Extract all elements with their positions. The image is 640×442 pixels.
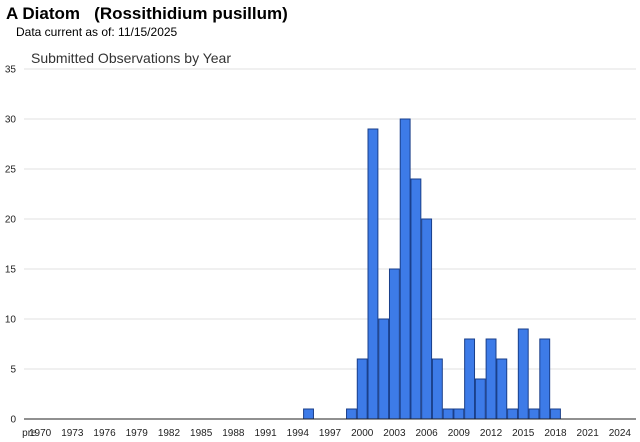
y-tick-label: 15 (5, 265, 17, 276)
bar-2009 (453, 408, 465, 420)
x-tick-label: 2012 (480, 428, 503, 439)
x-tick-label: 1970 (29, 428, 52, 439)
y-tick-label: 5 (10, 365, 16, 376)
bar-2018 (550, 408, 561, 420)
bar-2012 (485, 338, 497, 420)
x-tick-label: 2015 (512, 428, 535, 439)
y-tick-label: 35 (5, 65, 17, 76)
bar-2007 (431, 358, 443, 420)
x-tick-label: 1994 (287, 428, 310, 439)
x-tick-label: 2021 (577, 428, 600, 439)
x-tick-label: 1976 (93, 428, 116, 439)
bar-1995 (303, 408, 314, 420)
bar-2005 (410, 178, 422, 420)
bars (303, 118, 561, 420)
x-tick-label: 2006 (416, 428, 439, 439)
bar-1999 (346, 408, 357, 420)
bar-2006 (421, 218, 433, 420)
y-tick-label: 0 (10, 415, 16, 426)
bar-2015 (517, 328, 529, 420)
bar-2008 (442, 408, 454, 420)
chart-title: Submitted Observations by Year (31, 50, 232, 66)
bar-2000 (356, 358, 368, 420)
x-tick-label: 2000 (351, 428, 374, 439)
x-tick-label: pre (22, 428, 37, 439)
bar-2010 (464, 338, 476, 420)
x-tick-label: 2018 (544, 428, 567, 439)
x-tick-label: 1985 (190, 428, 213, 439)
bar-2016 (528, 408, 540, 420)
x-tick-label: 1973 (61, 428, 84, 439)
x-tick-label: 2024 (609, 428, 632, 439)
bar-2013 (496, 358, 508, 420)
bar-2011 (474, 378, 486, 420)
bar-2001 (367, 128, 379, 420)
x-tick-label: 2009 (448, 428, 471, 439)
bar-2003 (388, 268, 400, 420)
bar-2004 (399, 118, 411, 420)
x-tick-label: 1997 (319, 428, 342, 439)
x-tick-label: 1988 (222, 428, 245, 439)
y-axis-tick-labels: 0 5 10 15 20 25 30 35 (5, 65, 17, 426)
y-tick-label: 30 (5, 115, 17, 126)
x-tick-label: 1982 (158, 428, 181, 439)
bar-2002 (378, 318, 390, 420)
data-current-date: Data current as of: 11/15/2025 (16, 25, 178, 39)
x-tick-label: 2003 (383, 428, 406, 439)
bar-2014 (507, 408, 518, 420)
x-tick-label: 1979 (126, 428, 149, 439)
bar-2017 (539, 338, 551, 420)
y-tick-label: 20 (5, 215, 17, 226)
y-tick-label: 10 (5, 315, 17, 326)
page-title: A Diatom (Rossithidium pusillum) (6, 4, 288, 23)
y-tick-label: 25 (5, 165, 17, 176)
x-tick-label: 1991 (254, 428, 277, 439)
grid-lines (24, 68, 636, 420)
